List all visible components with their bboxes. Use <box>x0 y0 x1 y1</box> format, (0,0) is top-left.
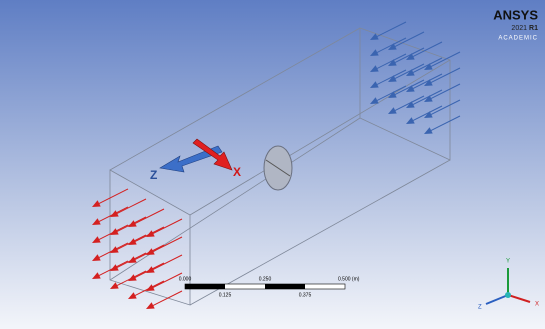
disk <box>264 146 292 190</box>
z-label: Z <box>150 168 157 182</box>
scale-segment <box>185 284 225 289</box>
triad-y-label: Y <box>506 259 510 265</box>
triad-z-label: Z <box>478 305 482 311</box>
viewport: Z X ANSYS 2021 R1 ACADEMIC 0.000 0.250 0… <box>0 0 545 329</box>
scale-label: 0.250 <box>259 276 272 282</box>
triad-origin <box>505 292 511 298</box>
logo-edition: ACADEMIC <box>498 36 538 42</box>
logo-version: 2021 <box>511 25 527 32</box>
scale-label: 0.000 <box>179 276 192 282</box>
logo-brand: ANSYS <box>493 7 538 22</box>
scale-label: 0.500 (m) <box>338 276 360 282</box>
scale-segment <box>265 284 305 289</box>
x-label: X <box>233 165 241 179</box>
scale-label: 0.125 <box>219 292 232 298</box>
scale-label: 0.375 <box>299 292 312 298</box>
triad-x-label: X <box>535 302 539 308</box>
logo-release: R1 <box>529 25 538 32</box>
